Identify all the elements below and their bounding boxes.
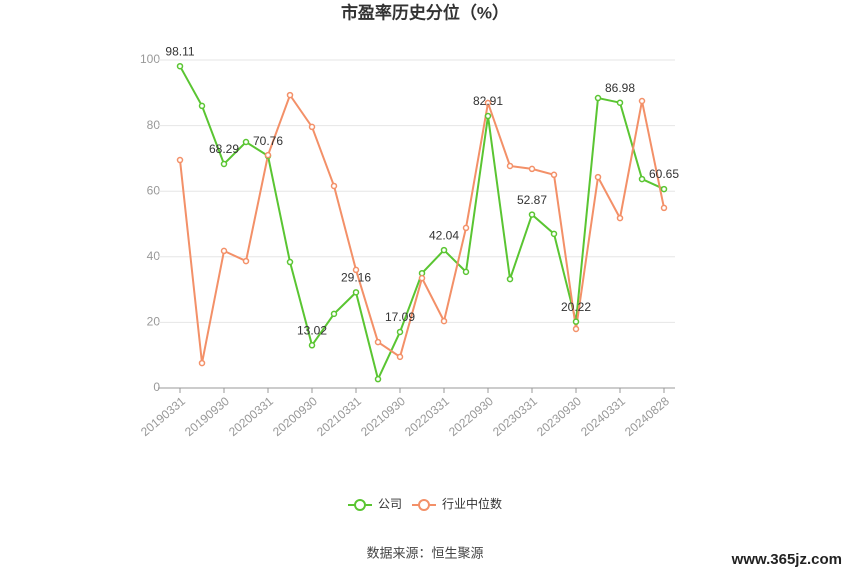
- point: [616, 99, 624, 106]
- point: [352, 266, 360, 274]
- data-label: 82.91: [473, 94, 503, 108]
- point: [242, 138, 250, 146]
- point: [528, 165, 536, 173]
- legend-item[interactable]: 行业中位数: [412, 496, 502, 511]
- y-tick-label: 100: [140, 52, 160, 66]
- point: [308, 123, 316, 131]
- point: [440, 246, 448, 254]
- point: [220, 160, 228, 168]
- point: [374, 375, 382, 383]
- x-tick-label: 20190331: [138, 394, 188, 439]
- legend-label: 行业中位数: [442, 496, 502, 511]
- x-tick-label: 20200930: [270, 394, 320, 439]
- source: 数据来源：恒生聚源: [366, 545, 483, 560]
- point: [594, 94, 602, 102]
- point: [176, 156, 184, 164]
- point: [264, 151, 272, 159]
- x-tick-label: 20220331: [402, 394, 452, 439]
- data-label: 68.29: [209, 142, 239, 156]
- data-label: 42.04: [429, 228, 459, 242]
- data-label: 86.98: [605, 81, 635, 95]
- point: [220, 247, 228, 255]
- x-tick-label: 20230331: [490, 394, 540, 439]
- point: [396, 328, 404, 336]
- point: [308, 342, 316, 349]
- point: [616, 214, 624, 222]
- watermark: www.365jz.com: [731, 551, 842, 568]
- point: [418, 274, 426, 282]
- legend-label: 公司: [378, 497, 402, 511]
- x-tick-label: 20200331: [226, 394, 276, 439]
- y-tick-label: 40: [147, 249, 161, 263]
- point: [484, 99, 492, 107]
- point: [198, 102, 206, 110]
- x-tick-label: 20240828: [622, 394, 672, 439]
- y-tick-label: 80: [147, 118, 161, 132]
- point: [638, 97, 646, 105]
- chart-title: 市盈率历史分位（%）: [341, 2, 509, 22]
- point: [440, 317, 448, 325]
- point: [484, 112, 492, 120]
- data-label: 98.11: [165, 44, 194, 58]
- x-tick-label: 20210930: [358, 394, 408, 439]
- point: [286, 91, 294, 99]
- point: [176, 62, 184, 70]
- point: [660, 204, 668, 212]
- x-tick-label: 20190930: [182, 394, 232, 439]
- data-label: 13.02: [297, 323, 327, 337]
- point: [594, 173, 602, 181]
- point: [638, 175, 646, 183]
- point: [396, 353, 404, 361]
- legend-item[interactable]: 公司: [348, 497, 402, 511]
- point: [528, 211, 536, 218]
- x-tick-label: 20210331: [314, 394, 364, 439]
- data-label: 17.09: [385, 310, 415, 324]
- legend-marker: [418, 499, 430, 511]
- y-tick-label: 20: [147, 315, 161, 329]
- x-tick-label: 20240331: [578, 394, 628, 439]
- x-tick-label: 20220930: [446, 394, 496, 439]
- point: [374, 338, 382, 346]
- point: [550, 230, 558, 238]
- point: [550, 171, 558, 179]
- point: [330, 310, 338, 318]
- point: [198, 359, 206, 367]
- point: [572, 318, 580, 325]
- legend-marker: [354, 499, 366, 511]
- data-label: 29.16: [341, 271, 371, 285]
- point: [462, 224, 470, 232]
- point: [660, 185, 668, 193]
- point: [462, 268, 470, 276]
- point: [506, 275, 514, 283]
- data-label: 52.87: [517, 193, 547, 207]
- x-tick-label: 20230930: [534, 394, 584, 439]
- point: [330, 182, 338, 190]
- point: [572, 325, 580, 333]
- data-label: 60.65: [649, 167, 679, 181]
- data-label: 70.76: [253, 134, 283, 148]
- point: [352, 289, 360, 296]
- point: [286, 258, 294, 266]
- point: [506, 162, 514, 170]
- y-tick-label: 0: [153, 380, 160, 394]
- data-label: 20.22: [561, 300, 591, 314]
- point: [242, 257, 250, 265]
- y-tick-label: 60: [147, 183, 161, 197]
